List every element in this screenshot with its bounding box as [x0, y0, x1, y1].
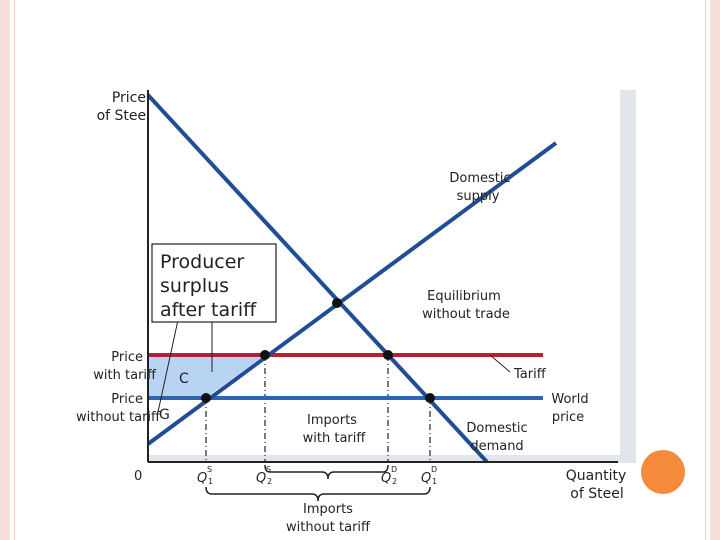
domestic-supply-line	[146, 141, 558, 446]
origin-label: 0	[134, 469, 142, 484]
price-with-tariff-label-1: Price	[111, 350, 143, 365]
q2s-sub: 2	[267, 477, 272, 486]
q1s-sub: 1	[208, 477, 213, 486]
producer-surplus-box	[151, 243, 277, 323]
equilibrium-label-1: Equilibrium	[427, 289, 501, 304]
plot-shadow-right	[620, 90, 636, 462]
area-g-label: G	[159, 407, 170, 423]
x-axis-label-1: Quantity	[566, 468, 627, 484]
q1s-point	[201, 393, 211, 403]
producer-surplus-text-3: after tariff	[160, 299, 257, 321]
producer-surplus-text-1: Producer	[160, 251, 244, 273]
tariff-label: Tariff	[513, 367, 547, 382]
imports-with-tariff-label-1: Imports	[307, 413, 357, 428]
demand-label-1: Domestic	[466, 421, 527, 436]
area-c-label: C	[179, 371, 189, 387]
producer-surplus-area	[148, 355, 265, 398]
q2d-label: Q	[381, 471, 391, 486]
q1d-sup: D	[431, 465, 437, 474]
world-price-label-1: World	[551, 392, 588, 407]
demand-label-2: demand	[470, 439, 523, 454]
q2s-label: Q	[256, 471, 266, 486]
imports-without-tariff-label-1: Imports	[303, 502, 353, 517]
q1d-sub: 1	[432, 477, 437, 486]
price-without-tariff-label-2: without tariff	[76, 410, 161, 425]
imports-with-tariff-brace	[264, 464, 389, 480]
equilibrium-point	[332, 298, 342, 308]
world-price-label-2: price	[552, 410, 584, 425]
price-without-tariff-label-1: Price	[111, 392, 143, 407]
q2s-sup: S	[266, 465, 271, 474]
plot-shadow-bottom	[148, 455, 636, 463]
q1s-label: Q	[197, 471, 207, 486]
imports-without-tariff-brace	[205, 486, 431, 502]
slide-frame-line-right	[705, 0, 706, 540]
q2s-point	[260, 350, 270, 360]
q2d-sub: 2	[392, 477, 397, 486]
supply-label-2: supply	[457, 189, 500, 204]
q2d-sup: D	[391, 465, 397, 474]
imports-with-tariff-label-2: with tariff	[303, 431, 367, 446]
equilibrium-label-2: without trade	[422, 307, 510, 322]
q1d-label: Q	[421, 471, 431, 486]
decorative-circle-icon	[641, 450, 685, 494]
q2d-point	[383, 350, 393, 360]
slide-frame-line-left	[14, 0, 15, 540]
q1s-sup: S	[207, 465, 212, 474]
y-axis-label-2: of Steel	[97, 108, 150, 124]
x-axis-label-2: of Steel	[570, 486, 623, 502]
q1d-point	[425, 393, 435, 403]
slide-frame-right	[710, 0, 720, 540]
slide-frame-left	[0, 0, 10, 540]
y-axis-label-1: Price	[112, 90, 146, 106]
supply-label-1: Domestic	[449, 171, 510, 186]
price-with-tariff-label-2: with tariff	[93, 368, 157, 383]
producer-surplus-text-2: surplus	[160, 275, 229, 297]
ps-pointer-left	[157, 319, 179, 413]
imports-without-tariff-label-2: without tariff	[286, 520, 371, 535]
tariff-pointer	[489, 354, 511, 373]
